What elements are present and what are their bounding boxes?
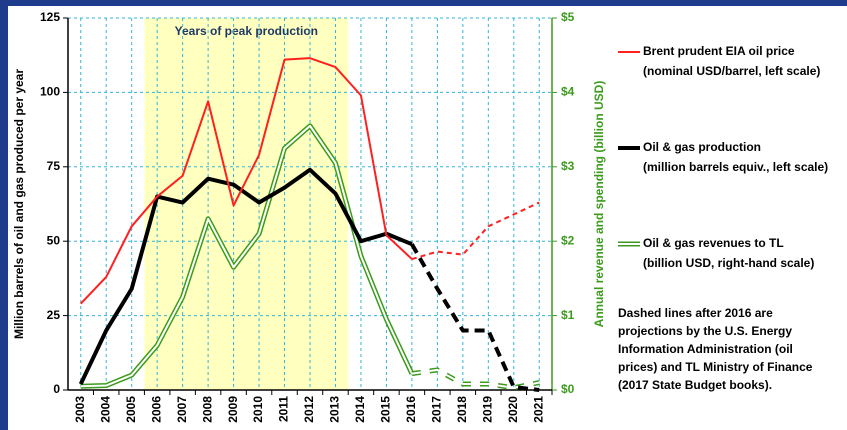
x-tick-label: 2005 [124,396,138,423]
x-tick-label: 2019 [480,396,494,423]
x-tick-label: 2010 [251,396,265,423]
x-tick-label: 2016 [404,396,418,423]
x-tick-label: 2004 [98,396,112,423]
y-tick-label: 125 [40,10,60,24]
span-label: Years of peak production [175,24,318,38]
annotation: Information Administration (oil [618,342,793,356]
series-line [411,201,540,261]
y2-tick-label: $4 [561,85,575,99]
x-tick-label: 2003 [73,396,87,423]
y-tick-label: 0 [53,382,60,396]
y-tick-label: 50 [47,233,61,247]
series-line [410,243,540,392]
x-tick-label: 2006 [149,396,163,423]
legend-label: Oil & gas revenues to TL [643,236,784,250]
shaded-span [144,18,349,390]
x-tick-label: 2021 [531,396,545,423]
annotation: (2017 State Budget books). [618,378,772,392]
x-tick-label: 2014 [353,396,367,423]
y2-tick-label: $1 [561,308,575,322]
y2-tick-label: $2 [561,233,575,247]
y2-tick-label: $0 [561,382,575,396]
y-tick-label: 75 [47,159,61,173]
legend-description: (billion USD, right-hand scale) [643,256,814,270]
series-line [78,167,413,385]
series-line [80,57,413,305]
y-axis-label: Million barrels of oil and gas produced … [12,69,26,339]
y2-tick-label: $3 [561,159,575,173]
x-tick-label: 2011 [277,396,291,422]
annotation: projections by the U.S. Energy [618,324,792,338]
legend-description: (million barrels equiv., left scale) [643,160,828,174]
x-tick-label: 2009 [226,396,240,423]
y2-tick-label: $5 [561,10,575,24]
x-tick-label: 2012 [302,396,316,423]
legend-description: (nominal USD/barrel, left scale) [643,64,820,78]
x-tick-label: 2015 [379,396,393,423]
y-tick-label: 100 [40,85,60,99]
legend-label: Brent prudent EIA oil price [643,44,795,58]
x-tick-label: 2008 [200,396,214,423]
x-tick-label: 2017 [430,396,444,423]
series-line-inner [411,368,540,389]
x-tick-label: 2020 [506,396,520,423]
series-line-inner [80,124,413,388]
x-tick-label: 2007 [175,396,189,423]
x-tick-label: 2018 [455,396,469,423]
x-tick-label: 2013 [328,396,342,423]
legend-label: Oil & gas production [643,140,761,154]
y2-axis-label: Annual revenue and spending (billion USD… [592,81,606,328]
y-tick-label: 25 [47,308,61,322]
annotation: Dashed lines after 2016 are [618,306,773,320]
annotation: prices) and TL Ministry of Finance [618,360,813,374]
